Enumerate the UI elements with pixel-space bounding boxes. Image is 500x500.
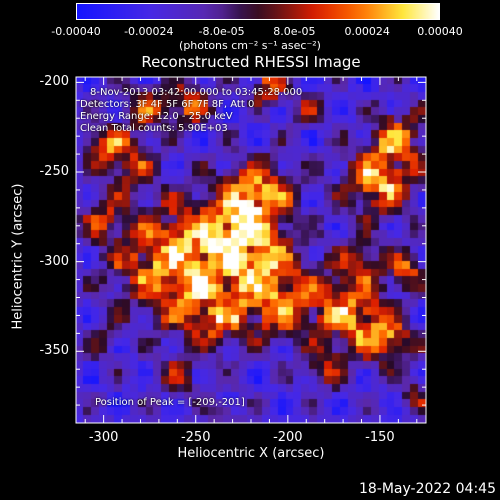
overlay-time: 8-Nov-2013 03:42:00.000 to 03:45:28.000 bbox=[90, 87, 303, 98]
y-tick-label: -200 bbox=[39, 74, 69, 90]
overlay-energy: Energy Range: 12.0 - 25.0 keV bbox=[80, 111, 233, 122]
x-axis-label: Heliocentric X (arcsec) bbox=[177, 446, 325, 461]
y-tick-label: -300 bbox=[39, 253, 69, 269]
x-tick-label: -300 bbox=[88, 430, 119, 445]
y-tick-label: -250 bbox=[39, 164, 69, 179]
x-tick-label: -250 bbox=[180, 430, 211, 445]
colorbar-tick-label: 0.00040 bbox=[417, 25, 463, 38]
colorbar-tick-label: -0.00040 bbox=[51, 25, 101, 38]
colorbar-tick-label: -8.0e-05 bbox=[198, 25, 245, 38]
overlay-peak-position: Position of Peak = [-209,-201] bbox=[95, 397, 245, 408]
overlay-clean: Clean Total counts: 5.90E+03 bbox=[80, 123, 228, 134]
colorbar-tick-label: 0.00024 bbox=[344, 25, 390, 38]
colorbar-tick-label: -0.00024 bbox=[124, 25, 174, 38]
overlay-detectors: Detectors: 3F 4F 5F 6F 7F 8F, Att 0 bbox=[80, 99, 255, 110]
colorbar-units: (photons cm⁻² s⁻¹ asec⁻²) bbox=[179, 39, 321, 52]
x-tick-label: -200 bbox=[273, 430, 303, 445]
plot-area bbox=[76, 77, 426, 423]
y-axis-label: Heliocentric Y (arcsec) bbox=[10, 183, 26, 330]
colorbar-tick-label: 8.0e-05 bbox=[273, 25, 316, 38]
generated-timestamp: 18-May-2022 04:45 bbox=[358, 481, 496, 497]
heatmap-image bbox=[76, 77, 426, 423]
colorbar bbox=[76, 3, 440, 20]
chart-title: Reconstructed RHESSI Image bbox=[141, 53, 361, 71]
colorbar-tick-labels: -0.00040 -0.00024 -8.0e-05 8.0e-05 0.00024 0.… bbox=[0, 0, 500, 60]
y-tick-label: -350 bbox=[39, 343, 69, 359]
x-tick-label: -150 bbox=[365, 430, 395, 445]
